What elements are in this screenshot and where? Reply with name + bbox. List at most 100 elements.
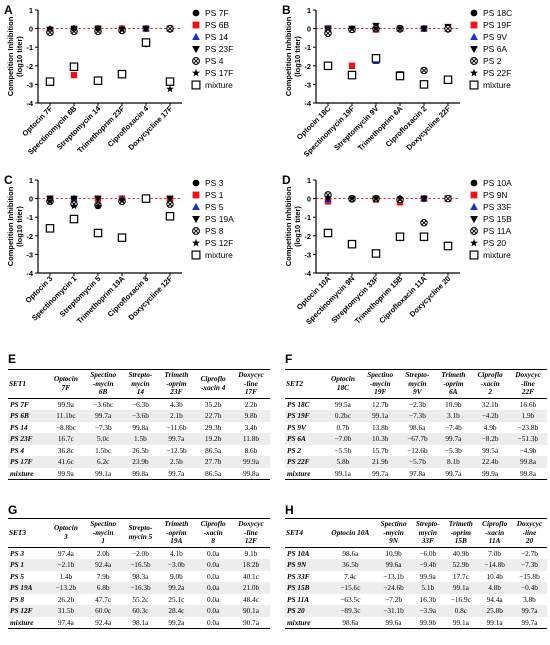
legend-label: mixture bbox=[205, 80, 233, 90]
data-point-ps-22f bbox=[372, 24, 380, 32]
legend-marker bbox=[191, 238, 201, 247]
data-point-ps-12f bbox=[118, 196, 126, 204]
table-set3: SET3 Optocin 3 Spectino -mycin 1 Strepto-mycin… bbox=[8, 518, 270, 629]
legend-marker bbox=[470, 202, 478, 211]
table-cell: 6.8b bbox=[83, 582, 123, 594]
column-header-line: -xacin bbox=[485, 527, 505, 537]
table-cell: 98.1a bbox=[122, 616, 159, 629]
y-tick-label: 1 bbox=[307, 6, 311, 15]
column-header-line: 1 bbox=[101, 536, 105, 545]
column-header-line: -oprim bbox=[443, 378, 464, 388]
table-cell: 97.8a bbox=[399, 467, 436, 480]
data-point-mixture bbox=[347, 70, 357, 80]
table-cell: 99.6a bbox=[375, 616, 412, 629]
column-header-line: Doxycyc bbox=[238, 370, 264, 379]
column-header-line: 19A bbox=[170, 536, 183, 545]
data-point-ps-4 bbox=[166, 24, 174, 33]
panel-D: D 1 0 -1 -2 -3 -4 Optocin 10A Spectinomycin 9N St… bbox=[278, 170, 550, 348]
table-cell: 99.1a bbox=[325, 467, 361, 480]
table-cell: 99.1a bbox=[444, 616, 478, 629]
column-header: Trimeth -oprim 19A bbox=[158, 518, 195, 548]
data-point-ps-20 bbox=[372, 194, 380, 202]
table-cell: 99.1a bbox=[360, 410, 400, 422]
table-cell: 35.2b bbox=[204, 399, 222, 409]
column-header: Trimeth -oprim 15B bbox=[444, 518, 478, 548]
row-label: PS 22F bbox=[285, 456, 325, 468]
data-point-mixture bbox=[69, 62, 79, 72]
table-cell: 99.1a bbox=[83, 467, 123, 480]
table-cell: 0.0a bbox=[206, 594, 220, 604]
legend-marker bbox=[192, 9, 200, 17]
y-tick-label: -4 bbox=[304, 99, 311, 108]
row-label: mixture bbox=[285, 467, 325, 480]
column-header: Optocin 7F bbox=[48, 369, 84, 399]
table-cell: 4.3b bbox=[169, 399, 183, 409]
legend-label: mixture bbox=[483, 80, 511, 90]
table-cell: −16.9c bbox=[450, 594, 471, 604]
results-table: SET1 Optocin 7F Spectino -mycin 6B Strepto-myc… bbox=[8, 369, 270, 480]
table-cell: 99.7a bbox=[511, 605, 547, 617]
row-label: PS 3 bbox=[10, 548, 24, 558]
legend-marker bbox=[469, 68, 479, 77]
table-cell: 28.4c bbox=[158, 605, 195, 617]
data-point-mixture bbox=[69, 214, 79, 224]
row-label: PS 6A bbox=[285, 433, 325, 445]
table-cell: 10.9b bbox=[385, 548, 402, 558]
legend-label: mixture bbox=[483, 250, 511, 260]
y-tick-label: -4 bbox=[26, 269, 33, 278]
table-cell: 99.7a bbox=[83, 410, 123, 422]
table-cell: −23.8b bbox=[517, 422, 539, 432]
legend-marker bbox=[191, 68, 201, 77]
column-header-line: -xacin bbox=[203, 527, 223, 537]
legend-label: PS 2 bbox=[483, 56, 502, 66]
data-point-ps-17f bbox=[70, 24, 78, 32]
data-point-mixture bbox=[117, 69, 127, 79]
plot-markers bbox=[45, 194, 175, 242]
table-cell: −8.8bc bbox=[55, 422, 76, 432]
legend-marker bbox=[469, 80, 479, 90]
column-header: Strepto-mycin 9V bbox=[399, 369, 436, 399]
table-cell: −12.6b bbox=[407, 445, 428, 455]
y-tick-label: 1 bbox=[307, 176, 311, 185]
column-header: Ciproflo -xacin 11A bbox=[477, 518, 512, 548]
column-header: Spectino -mycin 1 bbox=[83, 518, 123, 548]
panel-A: A 1 0 -1 -2 -3 -4 Optocin 7F Spectinomycin 6B Str… bbox=[0, 0, 275, 178]
table-cell: 97.4a bbox=[57, 548, 74, 558]
legend: PS 18C PS 19F PS 9V PS 6A PS 2 PS 22F mixture bbox=[469, 8, 512, 90]
row-label: PS 7F bbox=[10, 399, 29, 409]
column-header: Spectino -mycin 6B bbox=[83, 369, 123, 399]
column-header-line: Spectino bbox=[90, 519, 117, 528]
data-point-mixture bbox=[347, 239, 357, 249]
legend-marker bbox=[192, 191, 200, 199]
table-cell: 36.8c bbox=[57, 445, 74, 455]
y-tick-label: 1 bbox=[29, 176, 33, 185]
row-label: PS 10A bbox=[287, 548, 310, 558]
table-row: PS 7F 99.9a −3.6bc −6.3b 4.3b 35.2b 2.2b bbox=[8, 398, 270, 410]
y-tick-label: 0 bbox=[307, 25, 311, 34]
table-row: PS 5 1.4b 7.9b 98.3a 9.0b 0.0a 40.1c bbox=[8, 571, 270, 583]
data-point-ps-22f bbox=[396, 24, 404, 32]
table-cell: 99.9a bbox=[48, 467, 84, 480]
data-point-ps-20 bbox=[420, 194, 428, 202]
table-cell: 26.5b bbox=[132, 445, 149, 455]
table-cell: −2.0b bbox=[131, 548, 149, 558]
table-cell: 55.2c bbox=[132, 594, 149, 604]
table-cell: 98.3a bbox=[132, 571, 149, 581]
column-header-line: -mycin bbox=[92, 527, 114, 537]
table-cell: −3.0b bbox=[158, 559, 195, 571]
table-cell: 18.2b bbox=[231, 559, 270, 571]
data-point-mixture bbox=[93, 76, 103, 85]
table-cell: 2.0b bbox=[96, 548, 110, 558]
panel-letter-g: G bbox=[8, 503, 18, 517]
legend-label: PS 20 bbox=[483, 238, 506, 248]
column-header-line: Optocin 10A bbox=[331, 527, 370, 537]
column-header-line: 14 bbox=[136, 387, 145, 396]
column-header-line: Strepto- bbox=[415, 519, 440, 528]
table-row: mixture 97.4a 92.4a 98.1a 99.2a 0.0a 90.7a bbox=[8, 616, 270, 629]
table-cell: 99.7a bbox=[435, 467, 472, 480]
table-cell: 21.9b bbox=[360, 456, 400, 468]
table-cell: 8.1b bbox=[435, 456, 472, 468]
